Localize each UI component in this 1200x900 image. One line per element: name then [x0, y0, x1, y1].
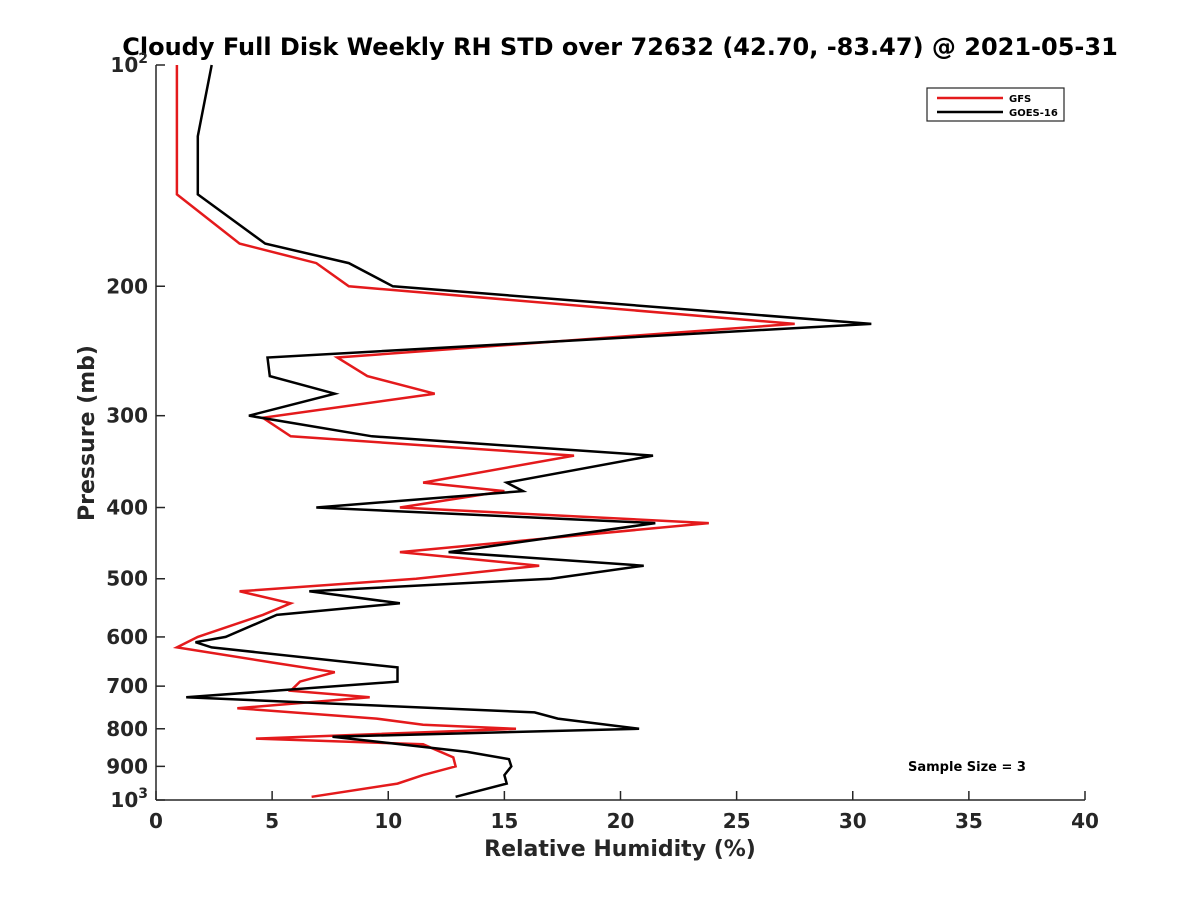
x-tick-label: 40 — [1071, 809, 1099, 833]
y-tick-label: 300 — [106, 404, 148, 428]
sample-size-annotation: Sample Size = 3 — [908, 760, 1026, 775]
legend-label-gfs: GFS — [1009, 94, 1031, 105]
x-tick-label: 30 — [839, 809, 867, 833]
y-tick-label: 102 — [110, 51, 148, 77]
legend-box — [926, 87, 1065, 122]
y-tick-label: 200 — [106, 274, 148, 298]
y-tick-label: 900 — [106, 754, 148, 778]
series-line-goes-16 — [186, 64, 872, 799]
x-tick-label: 5 — [265, 809, 279, 833]
legend-label-goes-16: GOES-16 — [1009, 108, 1058, 119]
y-tick-label: 103 — [110, 786, 148, 812]
x-tick-label: 10 — [374, 809, 402, 833]
y-axis-label: Pressure (mb) — [75, 345, 100, 521]
legend: GFS GOES-16 — [926, 87, 1065, 122]
x-tick-label: 0 — [149, 809, 163, 833]
y-axis: 102 200 300 400 500 600 700 800 900 103 — [106, 51, 165, 812]
series-layer — [172, 64, 872, 799]
y-tick-label: 700 — [106, 674, 148, 698]
y-tick-label: 500 — [106, 567, 148, 591]
x-tick-label: 15 — [490, 809, 518, 833]
x-axis: 0 5 10 15 20 25 30 35 40 — [149, 791, 1099, 833]
x-tick-label: 20 — [607, 809, 635, 833]
chart-title: Cloudy Full Disk Weekly RH STD over 7263… — [122, 33, 1118, 61]
y-tick-label: 600 — [106, 625, 148, 649]
y-tick-label: 400 — [106, 496, 148, 520]
x-axis-label: Relative Humidity (%) — [484, 837, 756, 862]
y-tick-label: 800 — [106, 717, 148, 741]
x-tick-label: 25 — [723, 809, 751, 833]
x-tick-label: 35 — [955, 809, 983, 833]
